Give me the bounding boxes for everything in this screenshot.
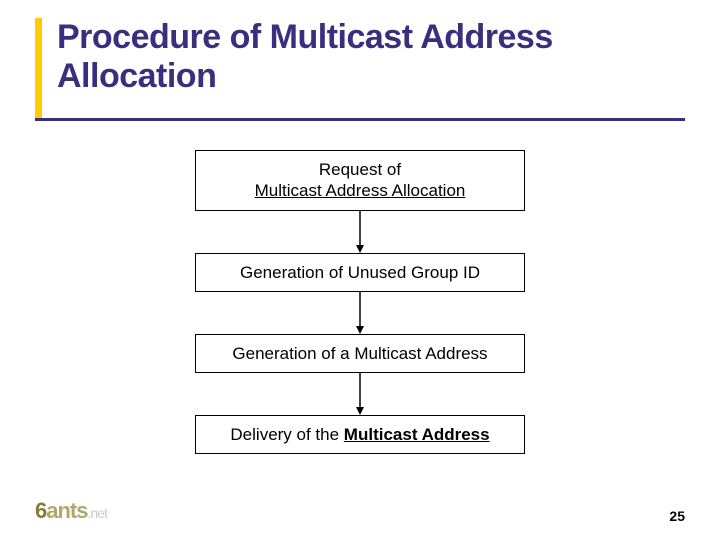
title-block: Procedure of Multicast Address Allocatio…	[35, 18, 685, 96]
logo-net: .net	[88, 505, 107, 521]
title-accent-bar	[35, 18, 42, 118]
flow-node-line: Generation of a Multicast Address	[206, 343, 514, 364]
flow-node-line: Multicast Address Allocation	[206, 180, 514, 201]
flow-node: Request ofMulticast Address Allocation	[195, 150, 525, 211]
page-number: 25	[669, 508, 685, 524]
logo: 6ants.net	[35, 498, 107, 524]
flow-node: Generation of Unused Group ID	[195, 253, 525, 292]
logo-ants: ants	[46, 498, 87, 523]
flow-arrow	[354, 292, 366, 334]
flow-node: Delivery of the Multicast Address	[195, 415, 525, 454]
title-underline	[35, 118, 685, 121]
flow-arrow	[354, 211, 366, 253]
flow-node-segment: Multicast Address	[344, 425, 490, 444]
slide-title: Procedure of Multicast Address Allocatio…	[57, 18, 685, 96]
flow-node-segment: Delivery of the	[230, 425, 343, 444]
flow-node-line: Generation of Unused Group ID	[206, 262, 514, 283]
flow-arrow	[354, 373, 366, 415]
flow-node: Generation of a Multicast Address	[195, 334, 525, 373]
footer: 6ants.net 25	[35, 498, 685, 524]
flow-node-line: Delivery of the Multicast Address	[206, 424, 514, 445]
logo-six: 6	[35, 498, 46, 523]
flowchart: Request ofMulticast Address Allocation Ge…	[0, 150, 720, 454]
flow-node-line: Request of	[206, 159, 514, 180]
